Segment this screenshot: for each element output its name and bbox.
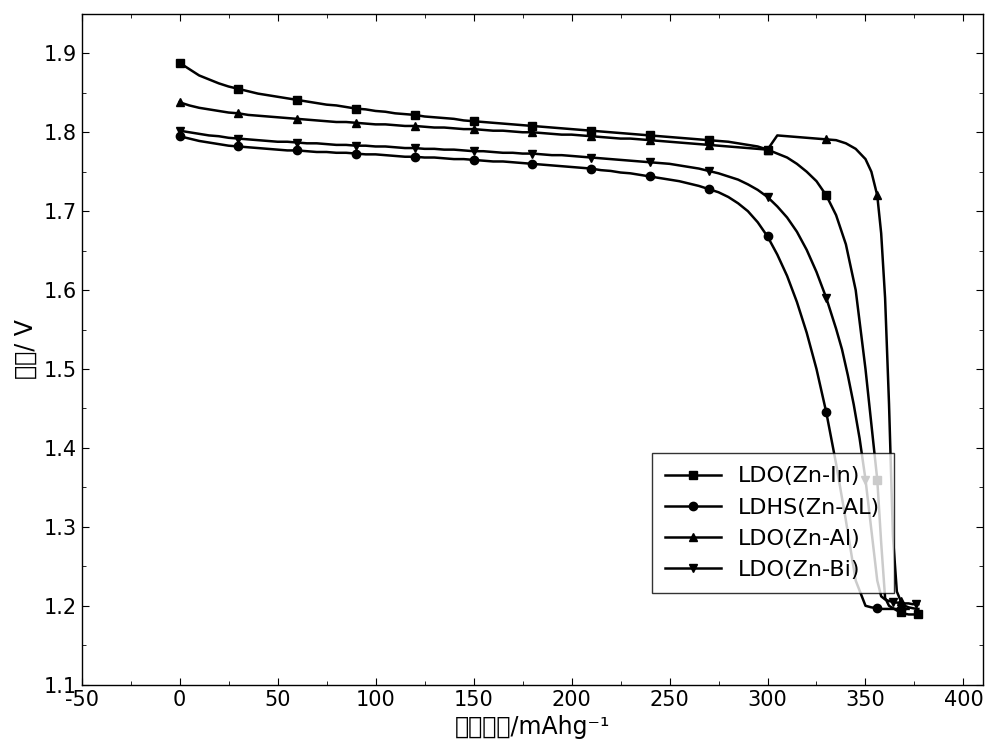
LDO(Zn-Bi) — [907, 599, 919, 608]
LDO(Zn-In) — [428, 113, 440, 122]
X-axis label: 放电容量/mAhg⁻¹: 放电容量/mAhg⁻¹ — [455, 715, 610, 739]
LDO(Zn-In) — [419, 112, 431, 121]
LDO(Zn-In) — [899, 609, 911, 618]
LDO(Zn-Al) — [174, 98, 186, 107]
Y-axis label: 电压/ V: 电压/ V — [14, 319, 38, 380]
LDO(Zn-In) — [174, 58, 186, 67]
LDO(Zn-Bi) — [262, 136, 274, 145]
LDO(Zn-Al) — [791, 133, 803, 142]
LDO(Zn-In) — [903, 610, 915, 619]
LDHS(Zn-AL) — [664, 175, 676, 184]
LDHS(Zn-AL) — [903, 605, 915, 614]
LDO(Zn-Al) — [912, 605, 924, 614]
Line: LDO(Zn-In): LDO(Zn-In) — [175, 59, 923, 619]
LDO(Zn-Bi) — [810, 267, 822, 276]
LDO(Zn-Al) — [536, 129, 548, 138]
LDO(Zn-Al) — [830, 136, 842, 145]
LDO(Zn-In) — [912, 610, 924, 619]
LDO(Zn-Al) — [183, 101, 195, 110]
LDO(Zn-Bi) — [575, 152, 587, 161]
LDHS(Zn-AL) — [875, 605, 887, 614]
LDHS(Zn-AL) — [752, 218, 764, 227]
LDO(Zn-Bi) — [213, 132, 225, 141]
LDHS(Zn-AL) — [174, 132, 186, 141]
LDHS(Zn-AL) — [871, 604, 883, 613]
LDO(Zn-Bi) — [193, 130, 205, 139]
LDO(Zn-In) — [311, 99, 323, 108]
LDO(Zn-In) — [585, 127, 597, 136]
Legend: LDO(Zn-In), LDHS(Zn-AL), LDO(Zn-Al), LDO(Zn-Bi): LDO(Zn-In), LDHS(Zn-AL), LDO(Zn-Al), LDO… — [652, 453, 894, 593]
Line: LDO(Zn-Bi): LDO(Zn-Bi) — [175, 127, 923, 608]
LDO(Zn-Al) — [910, 605, 922, 614]
LDO(Zn-Al) — [223, 108, 235, 117]
Line: LDO(Zn-Al): LDO(Zn-Al) — [175, 98, 923, 613]
LDHS(Zn-AL) — [810, 364, 822, 373]
LDO(Zn-Bi) — [912, 599, 924, 608]
LDHS(Zn-AL) — [850, 576, 862, 585]
Line: LDHS(Zn-AL): LDHS(Zn-AL) — [175, 132, 913, 613]
LDO(Zn-In) — [458, 116, 470, 125]
LDO(Zn-Bi) — [174, 127, 186, 136]
LDO(Zn-Bi) — [859, 475, 871, 484]
LDHS(Zn-AL) — [605, 166, 617, 175]
LDO(Zn-Al) — [575, 131, 587, 140]
